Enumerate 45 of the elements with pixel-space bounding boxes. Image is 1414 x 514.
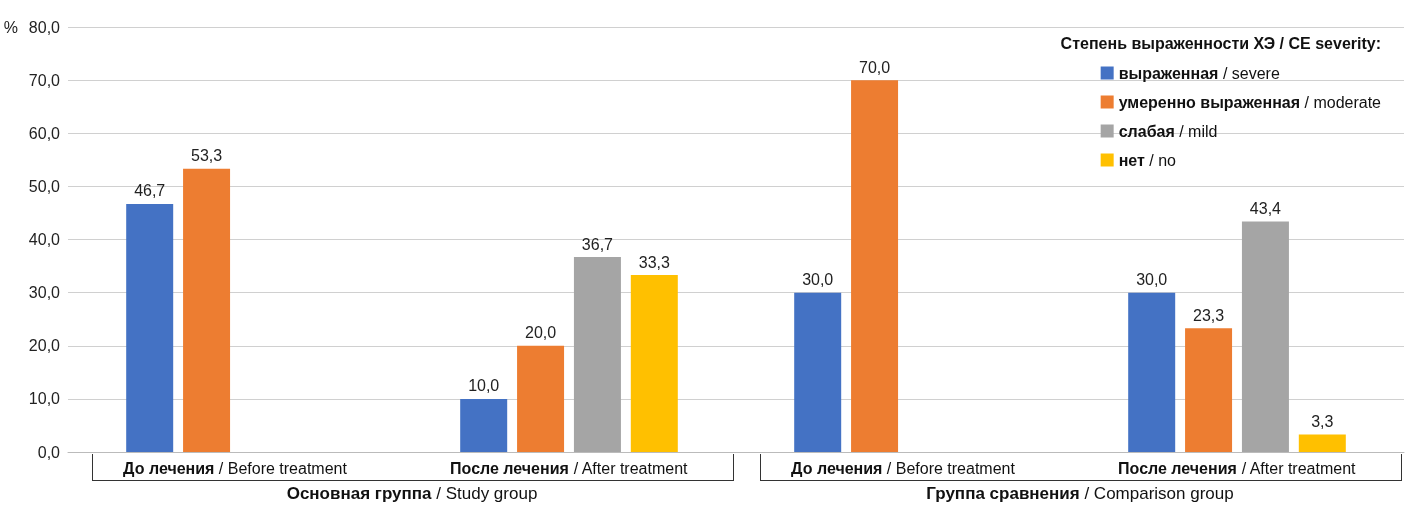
y-tick-label: 40,0 [28, 231, 61, 248]
data-label: 36,7 [581, 235, 614, 253]
bar [794, 292, 842, 452]
legend-label: слабая / mild [1118, 122, 1218, 140]
text: Основная группа / Study group [286, 484, 538, 504]
data-label: 10,0 [468, 377, 500, 395]
x-tick-label: После лечения / After treatment [1118, 459, 1357, 477]
legend-label: нет / no [1118, 151, 1177, 169]
data-label: 43,4 [1249, 199, 1282, 217]
data-label: 30,0 [1136, 271, 1168, 289]
x-tick-label: После лечения / After treatment [450, 459, 689, 477]
bar [1241, 221, 1289, 452]
bar [1185, 328, 1233, 452]
y-tick-label: 50,0 [28, 177, 61, 195]
y-tick-label: 0,0 [37, 443, 61, 461]
x-tick-label: До лечения / Before treatment [123, 459, 348, 477]
bar [573, 257, 621, 452]
x-tick-label: До лечения / Before treatment [791, 459, 1016, 477]
data-label: 53,3 [190, 147, 223, 165]
bar [517, 345, 565, 452]
bar [183, 168, 231, 452]
y-axis-title: % [3, 18, 18, 36]
bar [1298, 434, 1346, 452]
bar [1128, 292, 1176, 452]
y-tick-label: 70,0 [28, 71, 61, 89]
y-tick-label: 20,0 [28, 337, 61, 355]
bar [126, 203, 174, 452]
text: Группа сравнения / Comparison group [926, 484, 1234, 504]
data-label: 20,0 [524, 324, 557, 342]
data-label: 46,7 [134, 182, 166, 200]
legend-label: умеренно выраженная / moderate [1118, 93, 1382, 111]
legend-label: выраженная / severe [1118, 64, 1280, 82]
bar [460, 398, 508, 452]
legend-title: Степень выраженности ХЭ / CE severity: [1060, 34, 1381, 52]
data-label: 33,3 [638, 253, 670, 271]
y-tick-label: 30,0 [28, 284, 61, 302]
data-label: 30,0 [802, 271, 834, 289]
y-tick-label: 80,0 [28, 18, 61, 36]
bar [630, 275, 678, 452]
data-label: 3,3 [1311, 412, 1334, 430]
data-label: 70,0 [858, 58, 891, 76]
y-tick-label: 10,0 [28, 390, 61, 408]
data-label: 23,3 [1192, 306, 1225, 324]
y-tick-label: 60,0 [28, 124, 61, 142]
bar [851, 80, 899, 452]
